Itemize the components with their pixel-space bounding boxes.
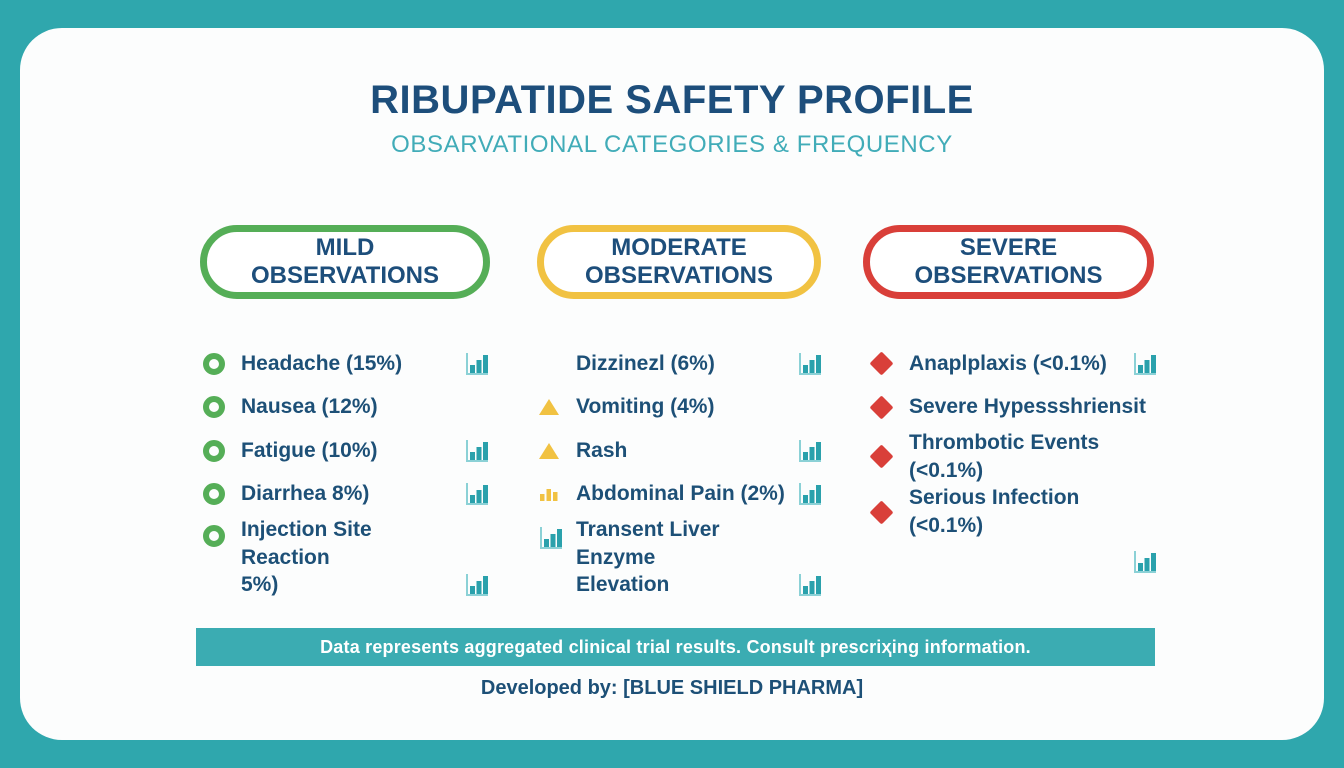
icon-slot bbox=[869, 444, 909, 469]
item-label: Serious Infection (<0.1%) bbox=[909, 486, 1080, 538]
column-moderate: Dizzinezl (6%) Vomiting (4%) Rash Abdomi… bbox=[538, 342, 823, 599]
column-mild: Headache (15%) Nausea (12%) Fatigue (10%… bbox=[203, 342, 490, 599]
item-label: Abdominal Pain (2%) bbox=[576, 482, 785, 506]
bar-chart-icon bbox=[464, 572, 490, 598]
icon-slot bbox=[203, 439, 241, 462]
page-title: RIBUPATIDE SAFETY PROFILE bbox=[370, 78, 974, 122]
item-label: Thrombotic Events (<0.1%) bbox=[909, 431, 1100, 482]
bar-chart-icon bbox=[538, 525, 564, 551]
icon-slot bbox=[464, 438, 490, 464]
icon-slot bbox=[464, 351, 490, 377]
icon-slot bbox=[1132, 549, 1158, 575]
icon-slot bbox=[869, 395, 909, 420]
item-label: Fatigue (10%) bbox=[241, 438, 378, 462]
list-item: Rash bbox=[538, 429, 823, 473]
icon-slot bbox=[869, 351, 909, 376]
green-ring-icon bbox=[203, 352, 225, 375]
green-ring-icon bbox=[203, 525, 225, 547]
icon-slot bbox=[538, 397, 576, 417]
list-item: Fatigue (10%) bbox=[203, 429, 490, 473]
bar-chart-icon bbox=[797, 481, 823, 507]
bar-chart-icon bbox=[464, 481, 490, 507]
list-item: Dizzinezl (6%) bbox=[538, 342, 823, 386]
icon-slot bbox=[869, 500, 909, 525]
icon-slot bbox=[538, 441, 576, 461]
icon-slot bbox=[797, 481, 823, 507]
item-label: Vomiting (4%) bbox=[576, 395, 715, 419]
red-diamond-icon bbox=[869, 500, 894, 525]
yellow-bars-icon bbox=[538, 483, 560, 505]
icon-slot bbox=[538, 525, 576, 551]
item-label: Injection Site Reaction 5%) bbox=[241, 518, 372, 597]
red-diamond-icon bbox=[869, 351, 894, 376]
list-item: Transent Liver Enzyme Elevation bbox=[538, 516, 823, 599]
item-label: Dizzinezl (6%) bbox=[576, 351, 715, 375]
icon-slot bbox=[203, 483, 241, 506]
bar-chart-icon bbox=[797, 572, 823, 598]
infographic-card: RIBUPATIDE SAFETY PROFILE OBSARVATIONAL … bbox=[20, 28, 1324, 740]
red-diamond-icon bbox=[869, 395, 894, 420]
list-item: Nausea (12%) bbox=[203, 386, 490, 430]
category-pill-moderate: MODERATE OBSERVATIONS bbox=[537, 225, 821, 299]
red-diamond-icon bbox=[869, 444, 894, 469]
bar-chart-icon bbox=[464, 438, 490, 464]
list-item: Serious Infection (<0.1%) bbox=[869, 484, 1158, 539]
icon-slot bbox=[203, 525, 241, 547]
item-label: Severe Hypessshriensit bbox=[909, 395, 1146, 419]
green-ring-icon bbox=[203, 483, 225, 506]
icon-slot bbox=[203, 352, 241, 375]
icon-slot bbox=[464, 572, 490, 598]
bar-chart-icon bbox=[1132, 351, 1158, 377]
bar-chart-icon bbox=[464, 351, 490, 377]
list-item bbox=[871, 540, 1158, 584]
item-label: Nausea (12%) bbox=[241, 395, 378, 419]
item-label: Anaplplaxis (<0.1%) bbox=[909, 351, 1107, 375]
list-item: Anaplplaxis (<0.1%) bbox=[869, 342, 1158, 386]
list-item: Injection Site Reaction 5%) bbox=[203, 516, 490, 599]
icon-slot bbox=[203, 396, 241, 419]
list-item: Severe Hypessshriensit bbox=[869, 386, 1158, 430]
item-label: Rash bbox=[576, 438, 628, 462]
bar-chart-icon bbox=[1132, 549, 1158, 575]
icon-slot bbox=[538, 483, 576, 505]
column-severe: Anaplplaxis (<0.1%) Severe Hypessshriens… bbox=[869, 342, 1158, 584]
list-item: Thrombotic Events (<0.1%) bbox=[869, 429, 1158, 484]
green-ring-icon bbox=[203, 439, 225, 462]
icon-slot bbox=[797, 572, 823, 598]
developed-by-credit: Developed by: [BLUE SHIELD PHARMA] bbox=[480, 677, 864, 699]
icon-slot bbox=[797, 438, 823, 464]
page-subtitle: OBSARVATIONAL CATEGORIES & FREQUENCY bbox=[391, 131, 953, 158]
item-label: Transent Liver Enzyme Elevation bbox=[576, 518, 720, 597]
list-item: Headache (15%) bbox=[203, 342, 490, 386]
icon-slot bbox=[464, 481, 490, 507]
bar-chart-icon bbox=[797, 438, 823, 464]
list-item: Abdominal Pain (2%) bbox=[538, 473, 823, 517]
icon-slot bbox=[1132, 351, 1158, 377]
list-item: Diarrhea 8%) bbox=[203, 473, 490, 517]
item-label: Diarrhea 8%) bbox=[241, 482, 370, 506]
yellow-triangle-icon bbox=[538, 441, 560, 461]
bar-chart-icon bbox=[797, 351, 823, 377]
disclaimer-banner: Data represents aggregated clinical tria… bbox=[196, 628, 1155, 666]
item-label: Headache (15%) bbox=[241, 351, 403, 375]
category-pill-severe: SEVERE OBSERVATIONS bbox=[863, 225, 1154, 299]
yellow-triangle-icon bbox=[538, 397, 560, 417]
list-item: Vomiting (4%) bbox=[538, 386, 823, 430]
green-ring-icon bbox=[203, 396, 225, 419]
icon-slot bbox=[797, 351, 823, 377]
category-pill-mild: MILD OBSERVATIONS bbox=[200, 225, 490, 299]
